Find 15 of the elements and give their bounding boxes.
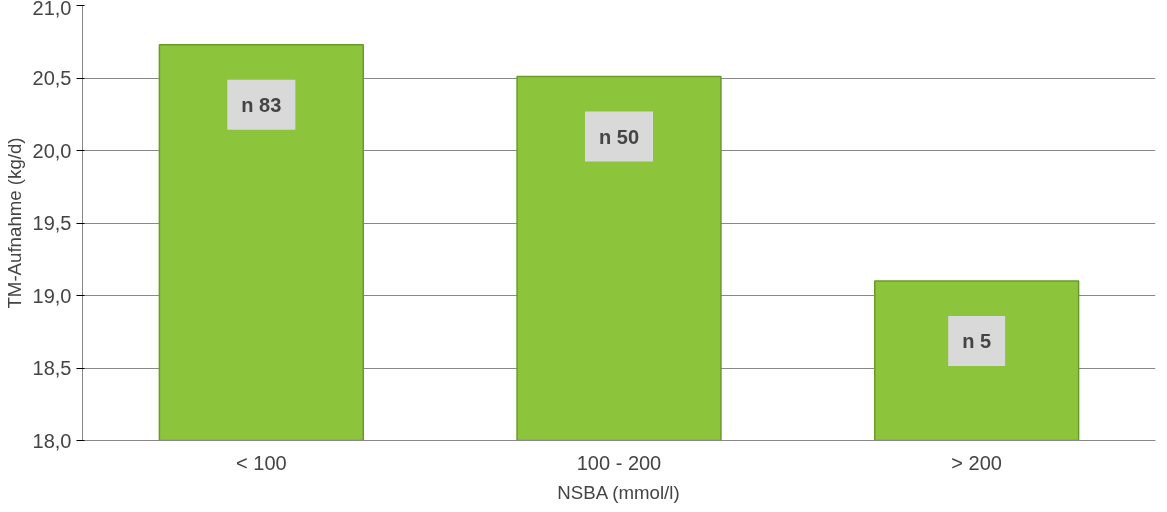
- y-tick-label: 19,0: [32, 284, 72, 307]
- y-tick-label: 20,5: [32, 67, 72, 89]
- y-tick-label: 18,0: [32, 429, 72, 452]
- x-axis-title: NSBA (mmol/l): [557, 481, 680, 503]
- annotation: n 50: [598, 125, 640, 148]
- annotation: n 5: [962, 330, 992, 352]
- annotation: n 83: [241, 93, 282, 116]
- y-axis-title: TM-Aufnahme (kg/d): [3, 137, 25, 309]
- x-tick-label: 100 - 200: [576, 451, 662, 474]
- x-tick-label: > 200: [951, 451, 1002, 474]
- x-tick-label: < 100: [236, 451, 287, 474]
- y-tick-label: 18,5: [32, 357, 72, 379]
- y-tick-label: 20,0: [32, 139, 72, 162]
- y-tick-label: 19,5: [32, 212, 72, 234]
- y-tick-label: 21,0: [32, 0, 72, 19]
